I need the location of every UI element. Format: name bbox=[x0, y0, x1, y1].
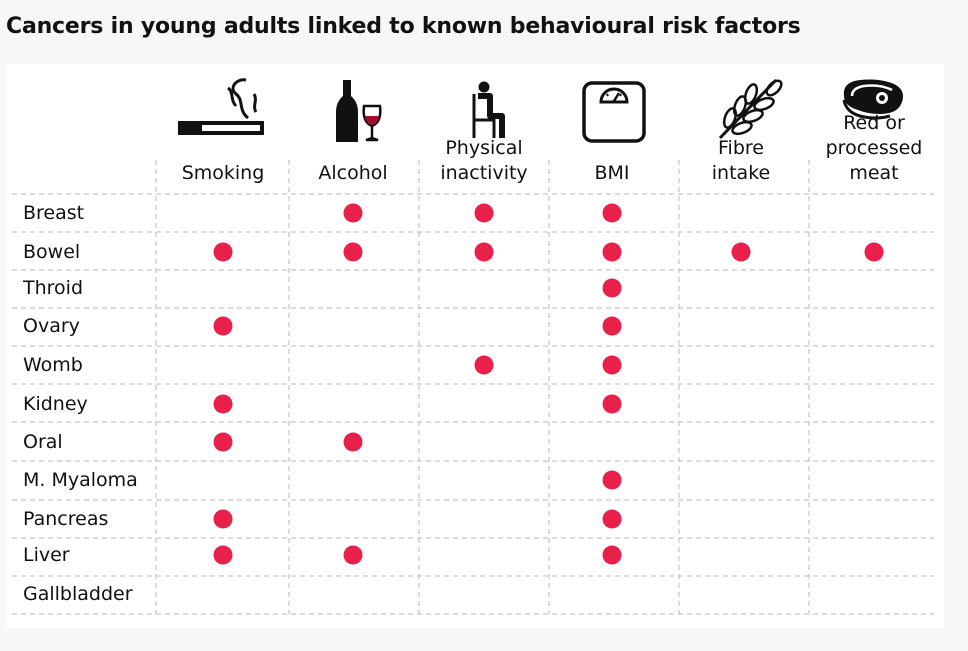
steak-icon bbox=[842, 79, 903, 120]
risk-dot bbox=[343, 545, 363, 565]
column-header-line: Smoking bbox=[181, 162, 265, 184]
column-header-line: Alcohol bbox=[318, 162, 388, 184]
dot-layer bbox=[213, 203, 884, 565]
row-label: Bowel bbox=[23, 241, 81, 263]
risk-dot bbox=[213, 316, 233, 336]
row-label: Throid bbox=[23, 277, 84, 299]
column-header: Smoking bbox=[158, 161, 288, 186]
risk-dot bbox=[474, 242, 494, 262]
column-header-line: meat bbox=[849, 162, 899, 184]
wine-bottle-glass-icon bbox=[336, 80, 382, 142]
column-header: Fibre intake bbox=[676, 136, 806, 186]
column-header: Red or processed meat bbox=[809, 111, 939, 186]
row-label: Kidney bbox=[23, 393, 88, 415]
risk-dot bbox=[602, 316, 622, 336]
column-header-line: processed bbox=[825, 137, 923, 159]
risk-dot bbox=[864, 242, 884, 262]
risk-dot bbox=[602, 203, 622, 223]
risk-dot bbox=[213, 242, 233, 262]
row-label: Breast bbox=[23, 202, 85, 224]
risk-dot bbox=[343, 203, 363, 223]
column-header-line: Physical bbox=[445, 137, 523, 159]
risk-dot bbox=[602, 278, 622, 298]
risk-dot bbox=[474, 203, 494, 223]
risk-dot bbox=[343, 432, 363, 452]
risk-factor-table: Smoking Alcohol Physical inactivity BMI Fibre… bbox=[6, 64, 944, 628]
column-header-line: Fibre bbox=[718, 137, 764, 159]
cigarette-icon bbox=[178, 78, 264, 135]
risk-dot bbox=[602, 545, 622, 565]
row-label: Pancreas bbox=[23, 508, 109, 530]
row-label: Womb bbox=[23, 354, 83, 376]
row-label: Liver bbox=[23, 544, 70, 566]
chart-title: Cancers in young adults linked to known … bbox=[6, 14, 801, 39]
column-header-line: intake bbox=[711, 162, 771, 184]
risk-dot bbox=[602, 394, 622, 414]
risk-dot bbox=[213, 432, 233, 452]
risk-dot bbox=[213, 545, 233, 565]
risk-dot bbox=[213, 394, 233, 414]
risk-dot bbox=[343, 242, 363, 262]
row-label: Oral bbox=[23, 431, 63, 453]
risk-dot bbox=[474, 355, 494, 375]
column-header: BMI bbox=[547, 161, 677, 186]
column-header-line: inactivity bbox=[440, 162, 528, 184]
row-label: Gallbladder bbox=[23, 583, 133, 605]
risk-dot bbox=[602, 242, 622, 262]
risk-dot bbox=[731, 242, 751, 262]
bathroom-scale-icon bbox=[582, 81, 646, 143]
risk-dot bbox=[602, 470, 622, 490]
column-header: Alcohol bbox=[288, 161, 418, 186]
column-header-line: Red or bbox=[843, 112, 905, 134]
risk-dot bbox=[602, 355, 622, 375]
wheat-icon bbox=[718, 78, 783, 140]
risk-dot bbox=[602, 509, 622, 529]
grid-lines bbox=[12, 160, 934, 615]
column-header: Physical inactivity bbox=[419, 136, 549, 186]
row-label: M. Myaloma bbox=[23, 469, 138, 491]
seated-person-icon bbox=[472, 81, 505, 138]
row-label: Ovary bbox=[23, 315, 80, 337]
column-header-line: BMI bbox=[594, 162, 630, 184]
risk-dot bbox=[213, 509, 233, 529]
